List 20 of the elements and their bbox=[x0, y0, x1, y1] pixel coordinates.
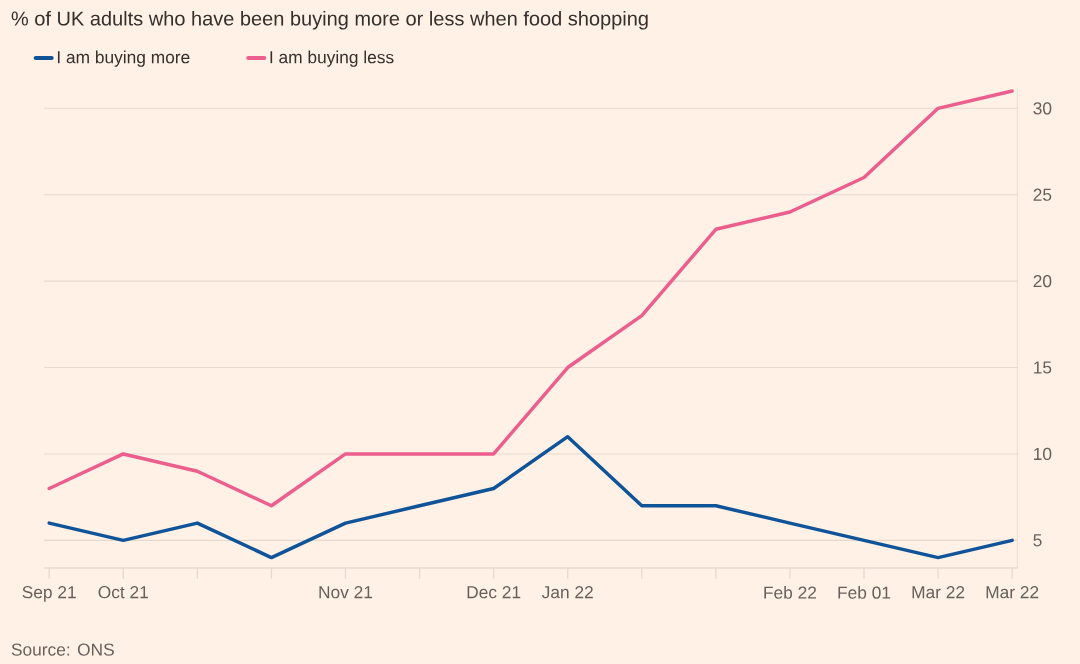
legend-label: I am buying less bbox=[270, 50, 394, 67]
x-tick-label: Mar 22 bbox=[986, 586, 1039, 599]
x-tick-label: Dec 21 bbox=[467, 586, 521, 599]
chart-title: % of UK adults who have been buying more or less when food shopping bbox=[11, 10, 648, 30]
x-tick-label: Mar 22 bbox=[912, 586, 965, 599]
x-tick-label: Nov 21 bbox=[319, 586, 373, 599]
y-tick-label: 25 bbox=[1033, 188, 1052, 201]
y-tick-label: 20 bbox=[1033, 275, 1052, 288]
line-series bbox=[47, 434, 1014, 560]
x-tick-label: Feb 01 bbox=[838, 586, 891, 599]
y-tick-label: 10 bbox=[1034, 447, 1052, 461]
x-tick-label: Sep 21 bbox=[22, 586, 76, 602]
y-tick-label: 30 bbox=[1033, 102, 1052, 115]
y-tick-label: 15 bbox=[1034, 361, 1052, 374]
x-tick-label: Feb 22 bbox=[764, 586, 817, 599]
x-tick-label: Jan 22 bbox=[541, 586, 593, 599]
y-tick-label: 5 bbox=[1033, 534, 1042, 547]
x-tick-label: Oct 21 bbox=[98, 586, 148, 599]
legend-label: I am buying more bbox=[57, 50, 190, 67]
source-note: Source: ONS bbox=[11, 643, 114, 656]
